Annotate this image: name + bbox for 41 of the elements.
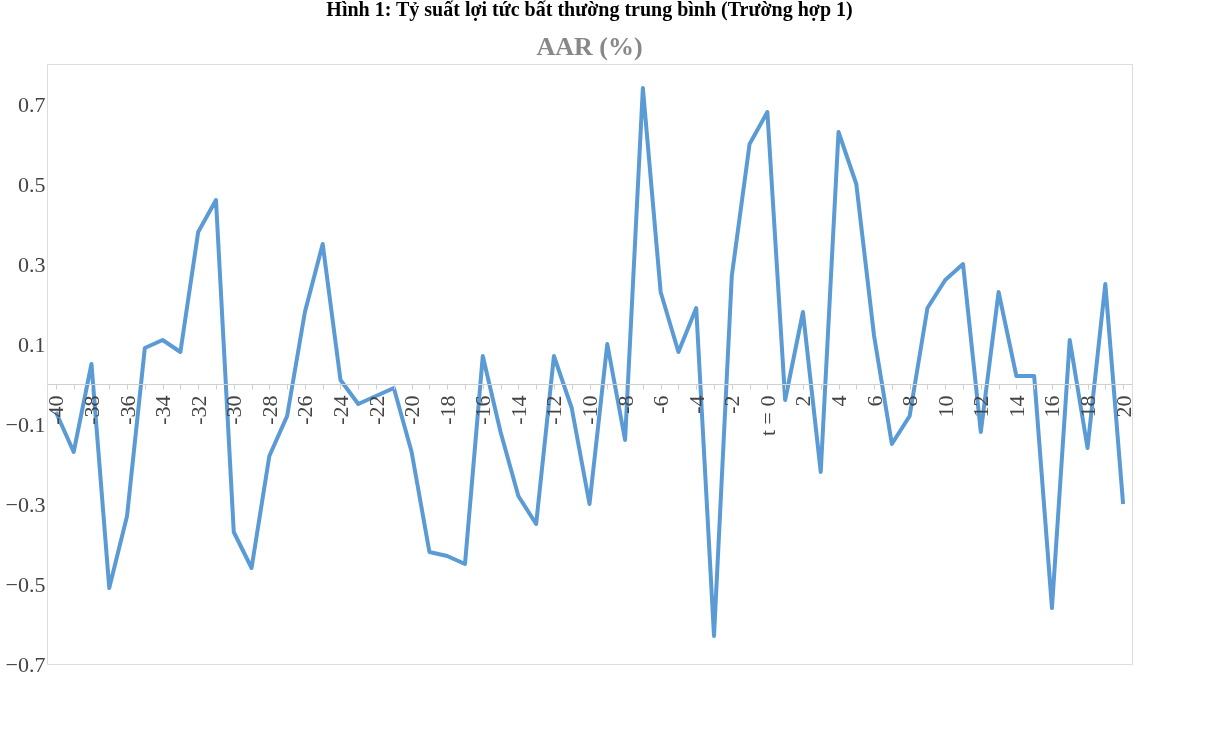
x-tick-label: -14	[505, 395, 531, 425]
y-tick-label: 0.5	[18, 171, 46, 197]
x-tick-label: -4	[683, 395, 709, 414]
x-tick-label: -16	[470, 395, 496, 425]
x-tick-label: -30	[221, 395, 247, 425]
y-tick-label: −0.7	[5, 651, 46, 677]
x-tick-label: 6	[861, 395, 887, 407]
x-tick-label: -32	[185, 395, 211, 425]
x-tick-label: 2	[790, 395, 816, 407]
x-tick-label: -22	[363, 395, 389, 425]
y-tick-label: 0.3	[18, 251, 46, 277]
x-tick-label: -6	[648, 395, 674, 414]
x-tick-label: 16	[1039, 395, 1065, 418]
x-tick-label: t = 0	[754, 395, 780, 437]
x-tick-label: -36	[114, 395, 140, 425]
chart-subtitle: AAR (%)	[536, 32, 643, 61]
x-tick-label: -2	[719, 395, 745, 414]
x-tick-label: -34	[150, 395, 176, 425]
x-tick-label: -18	[434, 395, 460, 425]
y-tick-label: −0.3	[5, 491, 46, 517]
y-tick-label: −0.1	[5, 411, 46, 437]
x-tick-label: 12	[968, 395, 994, 418]
y-tick-label: 0.7	[18, 91, 46, 117]
x-tick-label: -38	[78, 395, 104, 425]
y-tick-label: 0.1	[18, 331, 46, 357]
x-tick-label: 4	[826, 395, 852, 407]
x-tick-label: 20	[1110, 395, 1136, 418]
x-tick-label: -10	[577, 395, 602, 425]
chart-title: Hình 1: Tỷ suất lợi tức bất thường trung bình (Trường hợp 1)	[326, 0, 853, 21]
x-tick-label: 18	[1075, 395, 1101, 418]
x-tick-label: -8	[612, 395, 638, 414]
x-tick-label: 14	[1003, 395, 1029, 418]
x-tick-label: 10	[932, 395, 958, 418]
x-tick-label: -40	[43, 395, 69, 425]
x-tick-label: -24	[327, 395, 353, 425]
x-tick-label: -12	[541, 395, 567, 425]
x-tick-label: -20	[399, 395, 425, 425]
y-tick-label: −0.5	[5, 571, 46, 597]
x-tick-label: -28	[256, 395, 282, 425]
x-tick-label: 8	[897, 395, 923, 407]
x-tick-label: -26	[292, 395, 318, 425]
